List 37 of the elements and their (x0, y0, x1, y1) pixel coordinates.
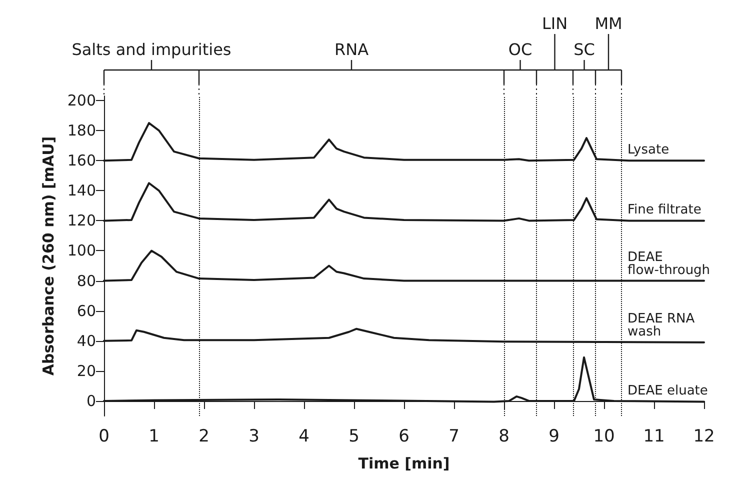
text: MM (594, 14, 622, 33)
text: LIN (542, 14, 568, 33)
series-label: DEAE RNA wash (628, 311, 699, 340)
y-tick-label: 80 (76, 272, 96, 290)
x-tick-label: 12 (693, 426, 715, 446)
text: Salts and impurities (72, 40, 232, 59)
series-label: Fine filtrate (628, 202, 702, 218)
series-label: DEAE flow-through (628, 250, 710, 278)
x-tick-label: 5 (348, 426, 360, 446)
x-tick-label: 6 (398, 426, 410, 446)
series-label: Lysate (628, 142, 670, 158)
x-tick-label: 4 (298, 426, 310, 446)
text: RNA (334, 40, 369, 59)
x-tick-label: 0 (98, 426, 110, 446)
x-tick-label: 3 (248, 426, 260, 446)
x-tick-label: 1 (148, 426, 160, 446)
y-tick-label: 0 (86, 392, 96, 410)
y-tick-label: 40 (76, 332, 96, 350)
y-tick-label: 160 (67, 152, 96, 170)
x-tick-label: 10 (593, 426, 615, 446)
y-tick-label: 120 (67, 212, 96, 230)
y-tick-label: 60 (76, 302, 96, 320)
y-tick-label: 140 (67, 182, 96, 200)
series-label: DEAE eluate (628, 384, 708, 399)
text: OC (508, 40, 532, 59)
x-tick-label: 7 (448, 426, 460, 446)
x-tick-label: 11 (643, 426, 665, 446)
text: SC (574, 40, 595, 59)
y-tick-label: 20 (76, 362, 96, 380)
y-axis-title: Absorbance (260 nm) [mAU] (40, 136, 58, 376)
y-tick-label: 180 (67, 122, 96, 140)
x-axis-title: Time [min] (358, 454, 450, 472)
x-tick-label: 2 (198, 426, 210, 446)
x-tick-label: 8 (498, 426, 510, 446)
y-tick-label: 200 (67, 92, 96, 110)
x-tick-label: 9 (548, 426, 560, 446)
y-tick-label: 100 (67, 242, 96, 260)
